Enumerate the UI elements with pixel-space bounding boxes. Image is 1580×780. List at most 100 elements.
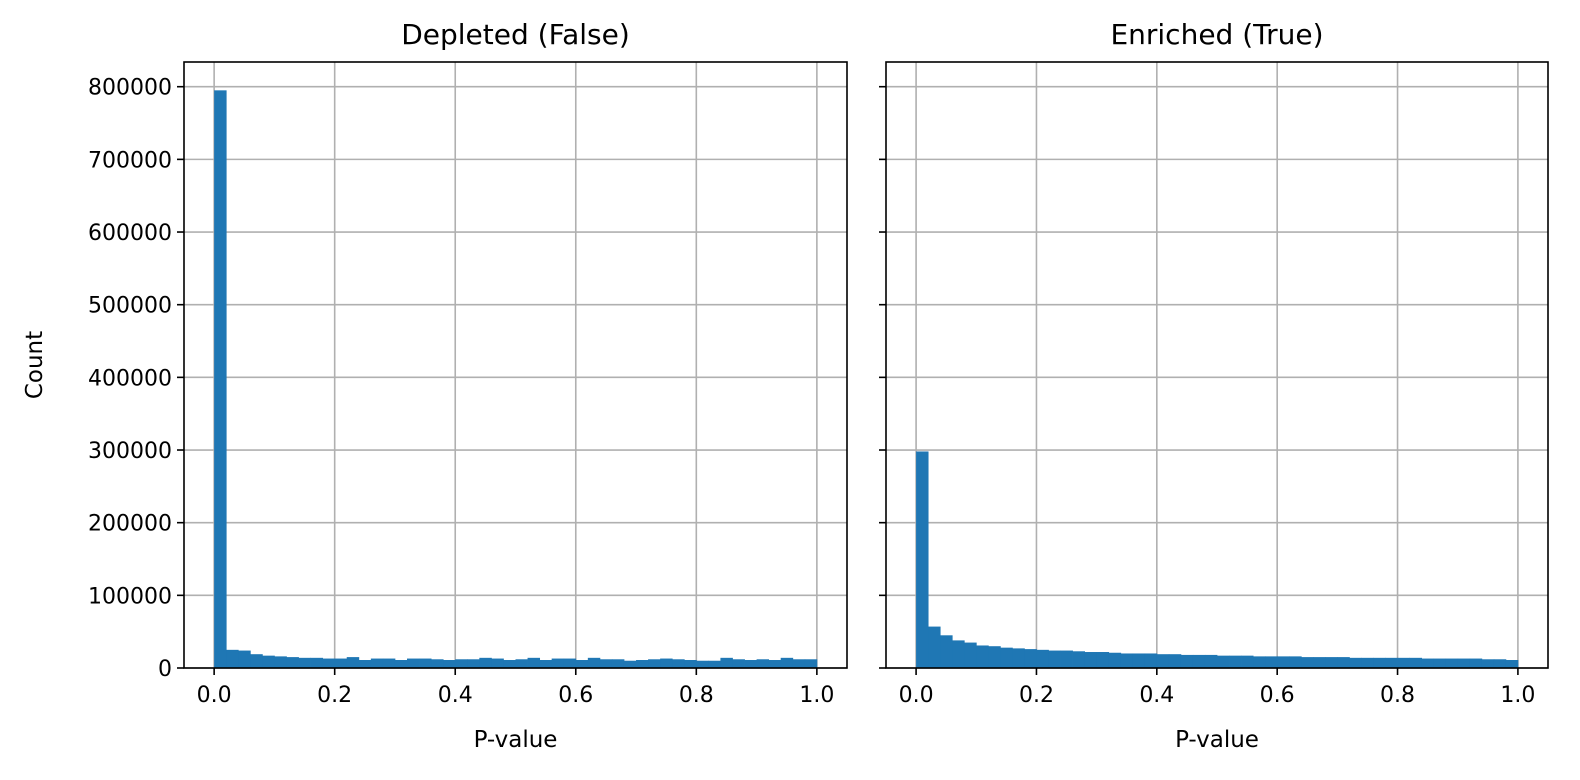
depleted-y-tick-label-4: 400000 [88, 366, 172, 391]
enriched-bar-30 [1277, 656, 1290, 668]
enriched-bar-21 [1168, 654, 1182, 668]
enriched-bar-10 [1036, 649, 1049, 668]
depleted-bar-35 [636, 660, 649, 668]
enriched-x-tick-label-4: 0.8 [1380, 683, 1415, 708]
enriched-bar-25 [1217, 655, 1230, 668]
enriched-grid [886, 62, 1548, 669]
depleted-x-tick-label-5: 1.0 [799, 683, 834, 708]
depleted-bar-2 [238, 650, 251, 668]
depleted-x-tick-label-1: 0.2 [317, 683, 352, 708]
enriched-bar-29 [1265, 656, 1278, 668]
depleted-bar-40 [696, 660, 709, 668]
enriched-bar-8 [1012, 648, 1025, 668]
depleted-bar-4 [262, 655, 275, 668]
depleted-x-tick-label-4: 0.8 [679, 683, 714, 708]
depleted-bar-18 [431, 659, 444, 668]
enriched-bar-20 [1156, 654, 1170, 668]
depleted-bar-25 [515, 659, 528, 668]
enriched-bars [916, 451, 1519, 668]
enriched-bar-38 [1373, 657, 1386, 668]
enriched-x-tick-label-5: 1.0 [1500, 683, 1535, 708]
enriched-bar-16 [1108, 652, 1122, 668]
depleted-bar-47 [780, 657, 794, 668]
depleted-y-tick-label-2: 200000 [88, 512, 172, 537]
depleted-bar-49 [804, 659, 818, 668]
enriched-x-axis-label: P-value [1175, 727, 1259, 753]
enriched-bar-37 [1361, 657, 1374, 668]
enriched-bar-5 [976, 645, 989, 668]
enriched-x-tick-label-2: 0.4 [1139, 683, 1174, 708]
depleted-y-tick-label-1: 100000 [88, 584, 172, 609]
enriched-bar-31 [1289, 656, 1302, 668]
enriched-bar-27 [1241, 655, 1254, 668]
depleted-bar-13 [370, 658, 384, 668]
enriched-bar-49 [1505, 660, 1519, 668]
depleted-y-tick-label-0: 0 [158, 657, 172, 682]
depleted-bar-46 [768, 660, 782, 668]
depleted-bar-9 [322, 658, 336, 668]
enriched-bar-9 [1024, 649, 1037, 668]
depleted-bar-6 [286, 657, 299, 668]
depleted-bar-34 [623, 660, 637, 668]
enriched-bar-48 [1493, 659, 1507, 668]
enriched-bar-40 [1397, 657, 1410, 668]
depleted-x-axis-label: P-value [474, 727, 558, 753]
depleted-bar-43 [732, 659, 745, 668]
enriched-bar-41 [1409, 657, 1423, 668]
depleted-y-tick-label-3: 300000 [88, 439, 172, 464]
depleted-bar-39 [684, 660, 697, 668]
enriched-bar-34 [1325, 657, 1338, 668]
enriched-bar-7 [1000, 647, 1013, 668]
enriched-x-tick-label-1: 0.2 [1019, 683, 1054, 708]
enriched-bar-28 [1253, 656, 1266, 668]
depleted-y-tick-label-5: 500000 [88, 294, 172, 319]
depleted-bar-3 [250, 654, 263, 668]
enriched-bar-24 [1204, 654, 1218, 668]
depleted-bar-33 [611, 659, 625, 668]
enriched-panel-title: Enriched (True) [1110, 18, 1323, 51]
enriched-bar-46 [1469, 658, 1483, 668]
y-axis-label: Count [22, 331, 48, 399]
depleted-bar-16 [407, 658, 420, 668]
enriched-bar-1 [928, 626, 941, 668]
enriched-x-tick-label-3: 0.6 [1260, 683, 1295, 708]
depleted-y-tick-label-8: 800000 [88, 76, 172, 101]
enriched-bar-4 [964, 642, 977, 668]
depleted-panel-title: Depleted (False) [401, 18, 630, 51]
depleted-bar-8 [310, 657, 324, 668]
depleted-bar-22 [479, 657, 492, 668]
depleted-bar-44 [744, 660, 757, 668]
enriched-bar-12 [1060, 650, 1073, 668]
depleted-bar-42 [720, 657, 733, 668]
depleted-bar-31 [587, 657, 601, 668]
enriched-bar-47 [1481, 659, 1495, 668]
enriched-bar-13 [1072, 651, 1085, 668]
depleted-x-tick-label-0: 0.0 [197, 683, 232, 708]
depleted-bars [214, 90, 818, 668]
depleted-bar-29 [563, 658, 577, 668]
enriched-bar-23 [1192, 654, 1206, 668]
depleted-bar-7 [298, 657, 311, 668]
depleted-bar-10 [334, 658, 348, 668]
depleted-bar-45 [756, 659, 770, 668]
depleted-bar-37 [660, 658, 673, 668]
enriched-bar-18 [1132, 653, 1146, 668]
depleted-bar-41 [708, 660, 721, 668]
depleted-bar-30 [575, 660, 589, 668]
enriched-bar-11 [1048, 650, 1061, 668]
enriched-bar-33 [1313, 657, 1326, 668]
enriched-bar-32 [1301, 657, 1314, 668]
enriched-bar-26 [1229, 655, 1242, 668]
depleted-bar-32 [599, 659, 613, 668]
depleted-bar-14 [382, 658, 396, 668]
depleted-bar-0 [214, 90, 227, 668]
enriched-bar-39 [1385, 657, 1398, 668]
enriched-bar-44 [1445, 658, 1459, 668]
depleted-x-tick-label-2: 0.4 [438, 683, 473, 708]
depleted-bar-11 [346, 657, 360, 668]
depleted-bar-20 [455, 659, 468, 668]
enriched-bar-35 [1337, 657, 1350, 668]
enriched-bar-36 [1349, 657, 1362, 668]
